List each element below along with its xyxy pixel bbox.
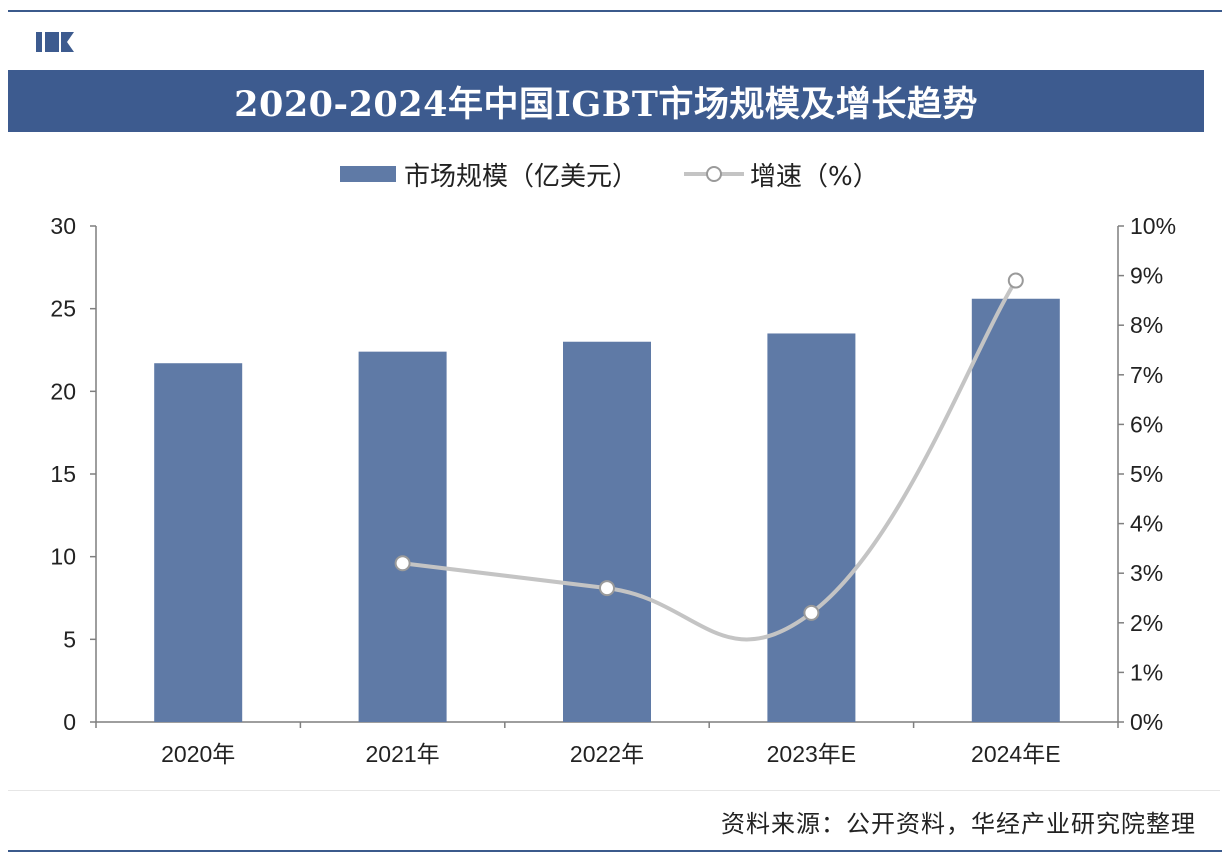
- y-right-tick-label: 5%: [1130, 461, 1163, 487]
- legend-bar-label: 市场规模（亿美元）: [404, 161, 639, 192]
- y-left-tick-label: 10: [50, 544, 76, 570]
- bar: [154, 363, 243, 722]
- legend: 市场规模（亿美元） 增速（%）: [340, 156, 925, 192]
- bar: [971, 298, 1060, 722]
- y-right-tick-label: 6%: [1130, 411, 1163, 437]
- y-left-tick-label: 30: [50, 213, 76, 239]
- logo-icon: [36, 32, 74, 52]
- y-right-tick-label: 1%: [1130, 659, 1163, 685]
- y-right-tick-label: 2%: [1130, 610, 1163, 636]
- y-right-tick-label: 3%: [1130, 560, 1163, 586]
- x-tick-label: 2022年: [570, 741, 644, 767]
- legend-bar-swatch: [340, 166, 396, 182]
- x-tick-label: 2021年: [366, 741, 440, 767]
- divider: [8, 790, 1220, 791]
- y-left-tick-label: 20: [50, 378, 76, 404]
- y-right-tick-label: 4%: [1130, 511, 1163, 537]
- bar: [358, 351, 447, 722]
- growth-point: [1007, 272, 1024, 289]
- legend-line-swatch: [684, 166, 745, 182]
- x-tick-label: 2020年: [161, 741, 235, 767]
- legend-line-label: 增速（%）: [750, 161, 879, 192]
- y-left-tick-label: 15: [50, 461, 76, 487]
- y-right-tick-label: 10%: [1130, 213, 1176, 239]
- y-left-tick-label: 25: [50, 296, 76, 322]
- y-right-tick-label: 0%: [1130, 709, 1163, 735]
- growth-point: [803, 604, 820, 621]
- y-right-tick-label: 7%: [1130, 362, 1163, 388]
- y-right-tick-label: 9%: [1130, 263, 1163, 289]
- growth-point: [394, 555, 411, 572]
- x-tick-label: 2023年E: [767, 741, 857, 767]
- legend-item-bar: 市场规模（亿美元）: [340, 156, 638, 193]
- x-tick-label: 2024年E: [971, 741, 1061, 767]
- growth-point: [599, 580, 615, 597]
- source-note: 资料来源：公开资料，华经产业研究院整理: [721, 810, 1196, 838]
- y-left-tick-label: 5: [63, 626, 76, 652]
- legend-item-line: 增速（%）: [684, 156, 879, 193]
- bar: [563, 341, 651, 722]
- y-right-tick-label: 8%: [1130, 312, 1163, 338]
- bar: [767, 333, 856, 722]
- y-left-tick-label: 0: [63, 709, 76, 735]
- growth-line: [402, 279, 1018, 642]
- chart-title: 2020-2024年中国IGBT市场规模及增长趋势: [8, 70, 1204, 132]
